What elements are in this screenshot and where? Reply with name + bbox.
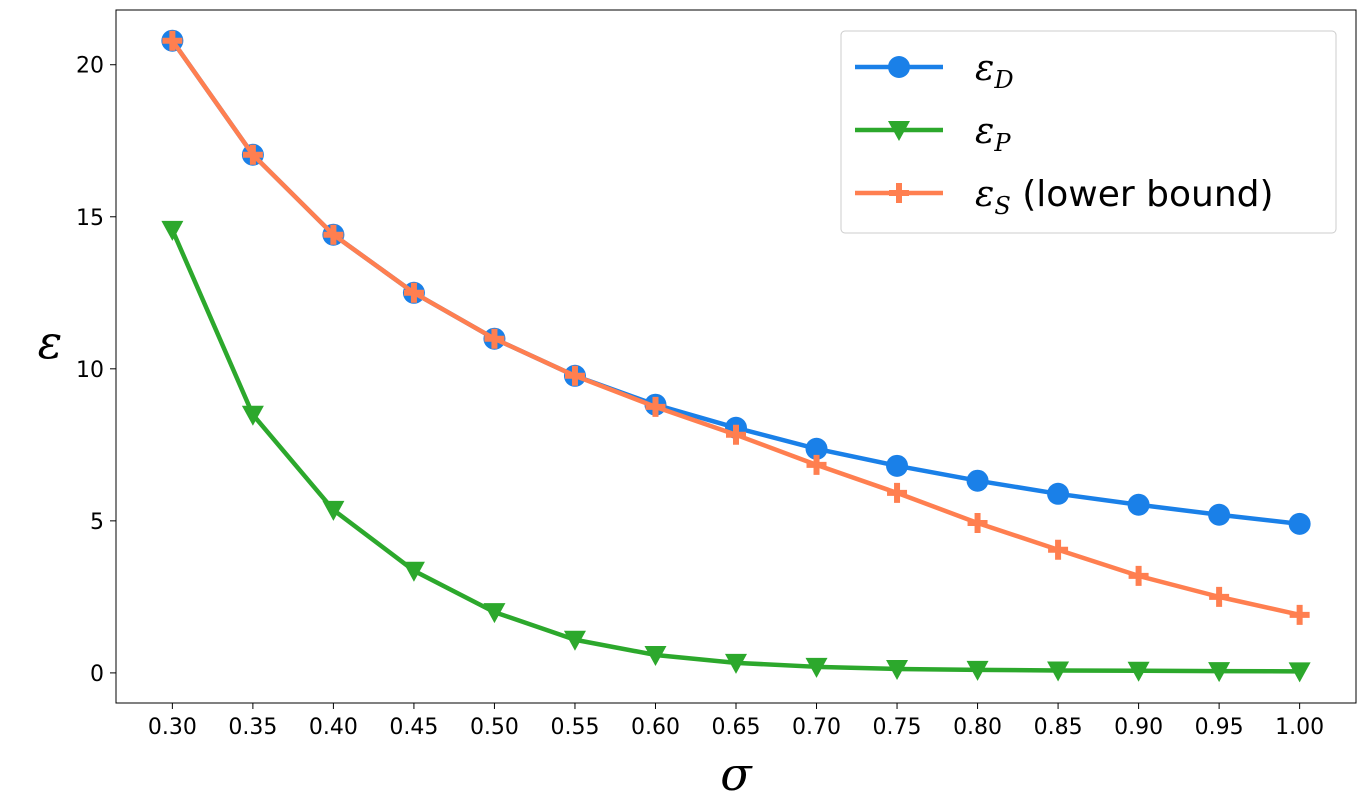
data-point (725, 653, 747, 674)
data-point (1127, 661, 1150, 682)
legend-marker (888, 56, 910, 78)
data-point (1047, 482, 1070, 505)
legend-label: εP (975, 111, 1011, 157)
x-tick-label: 1.00 (1275, 715, 1324, 740)
data-point (563, 630, 586, 651)
data-point (161, 220, 184, 241)
y-tick-label: 0 (90, 662, 104, 687)
data-point (966, 469, 989, 492)
legend-frame (840, 30, 1337, 234)
x-tick-label: 0.45 (389, 715, 438, 740)
data-point (1289, 604, 1310, 625)
series-2 (162, 30, 1310, 625)
data-point (1209, 586, 1230, 607)
y-tick-label: 10 (76, 358, 104, 383)
data-point (886, 454, 909, 477)
data-point (564, 365, 585, 386)
x-tick-label: 0.70 (792, 715, 841, 740)
x-tick-label: 0.50 (470, 715, 519, 740)
data-point (1288, 512, 1311, 535)
data-point (1047, 661, 1070, 682)
x-tick-label: 0.80 (953, 715, 1002, 740)
x-tick-label: 0.40 (309, 715, 358, 740)
data-point (242, 144, 263, 165)
data-point (1288, 662, 1311, 683)
legend-label: εD (975, 48, 1014, 94)
x-tick-label: 0.85 (1034, 715, 1083, 740)
y-tick-label: 5 (90, 510, 104, 535)
data-point (484, 328, 505, 349)
data-point (323, 224, 344, 245)
data-point (726, 424, 746, 445)
legend-item: εS (lower bound) (855, 174, 1274, 220)
y-tick-label: 20 (76, 54, 104, 79)
data-point (402, 561, 425, 582)
data-point (967, 512, 988, 533)
data-point (806, 454, 827, 475)
x-tick-label: 0.60 (631, 715, 680, 740)
data-point (1127, 493, 1150, 516)
legend: εD εP εS (lower bound) (840, 30, 1337, 234)
data-point (966, 660, 989, 681)
series-line (170, 228, 1300, 674)
x-tick-label: 0.35 (228, 715, 277, 740)
data-point (483, 603, 506, 624)
y-axis-label: ε (38, 315, 63, 369)
data-point (886, 659, 909, 680)
data-point (1208, 662, 1231, 683)
data-point (403, 282, 424, 303)
legend-item: εD (855, 48, 1014, 94)
data-point (805, 657, 828, 678)
data-point (805, 437, 828, 460)
data-point (1048, 539, 1069, 560)
data-point (322, 500, 345, 521)
x-axis-label: σ (720, 747, 753, 801)
x-tick-label: 0.65 (712, 715, 761, 740)
x-tick-label: 0.55 (550, 715, 599, 740)
series-1 (161, 220, 1311, 683)
x-tick-label: 0.95 (1195, 715, 1244, 740)
data-point (644, 645, 667, 666)
data-point (1128, 565, 1149, 586)
data-point (241, 405, 264, 426)
legend-marker (889, 183, 909, 203)
x-tick-label: 0.75 (873, 715, 922, 740)
data-point (645, 396, 666, 417)
x-tick-label: 0.30 (148, 715, 197, 740)
x-tick-label: 0.90 (1114, 715, 1163, 740)
legend-label: εS (lower bound) (975, 174, 1274, 220)
legend-item: εP (855, 111, 1011, 157)
data-point (162, 30, 183, 51)
y-tick-label: 15 (76, 206, 104, 231)
data-point (887, 482, 908, 503)
legend-marker (888, 121, 910, 141)
data-point (1208, 503, 1231, 526)
